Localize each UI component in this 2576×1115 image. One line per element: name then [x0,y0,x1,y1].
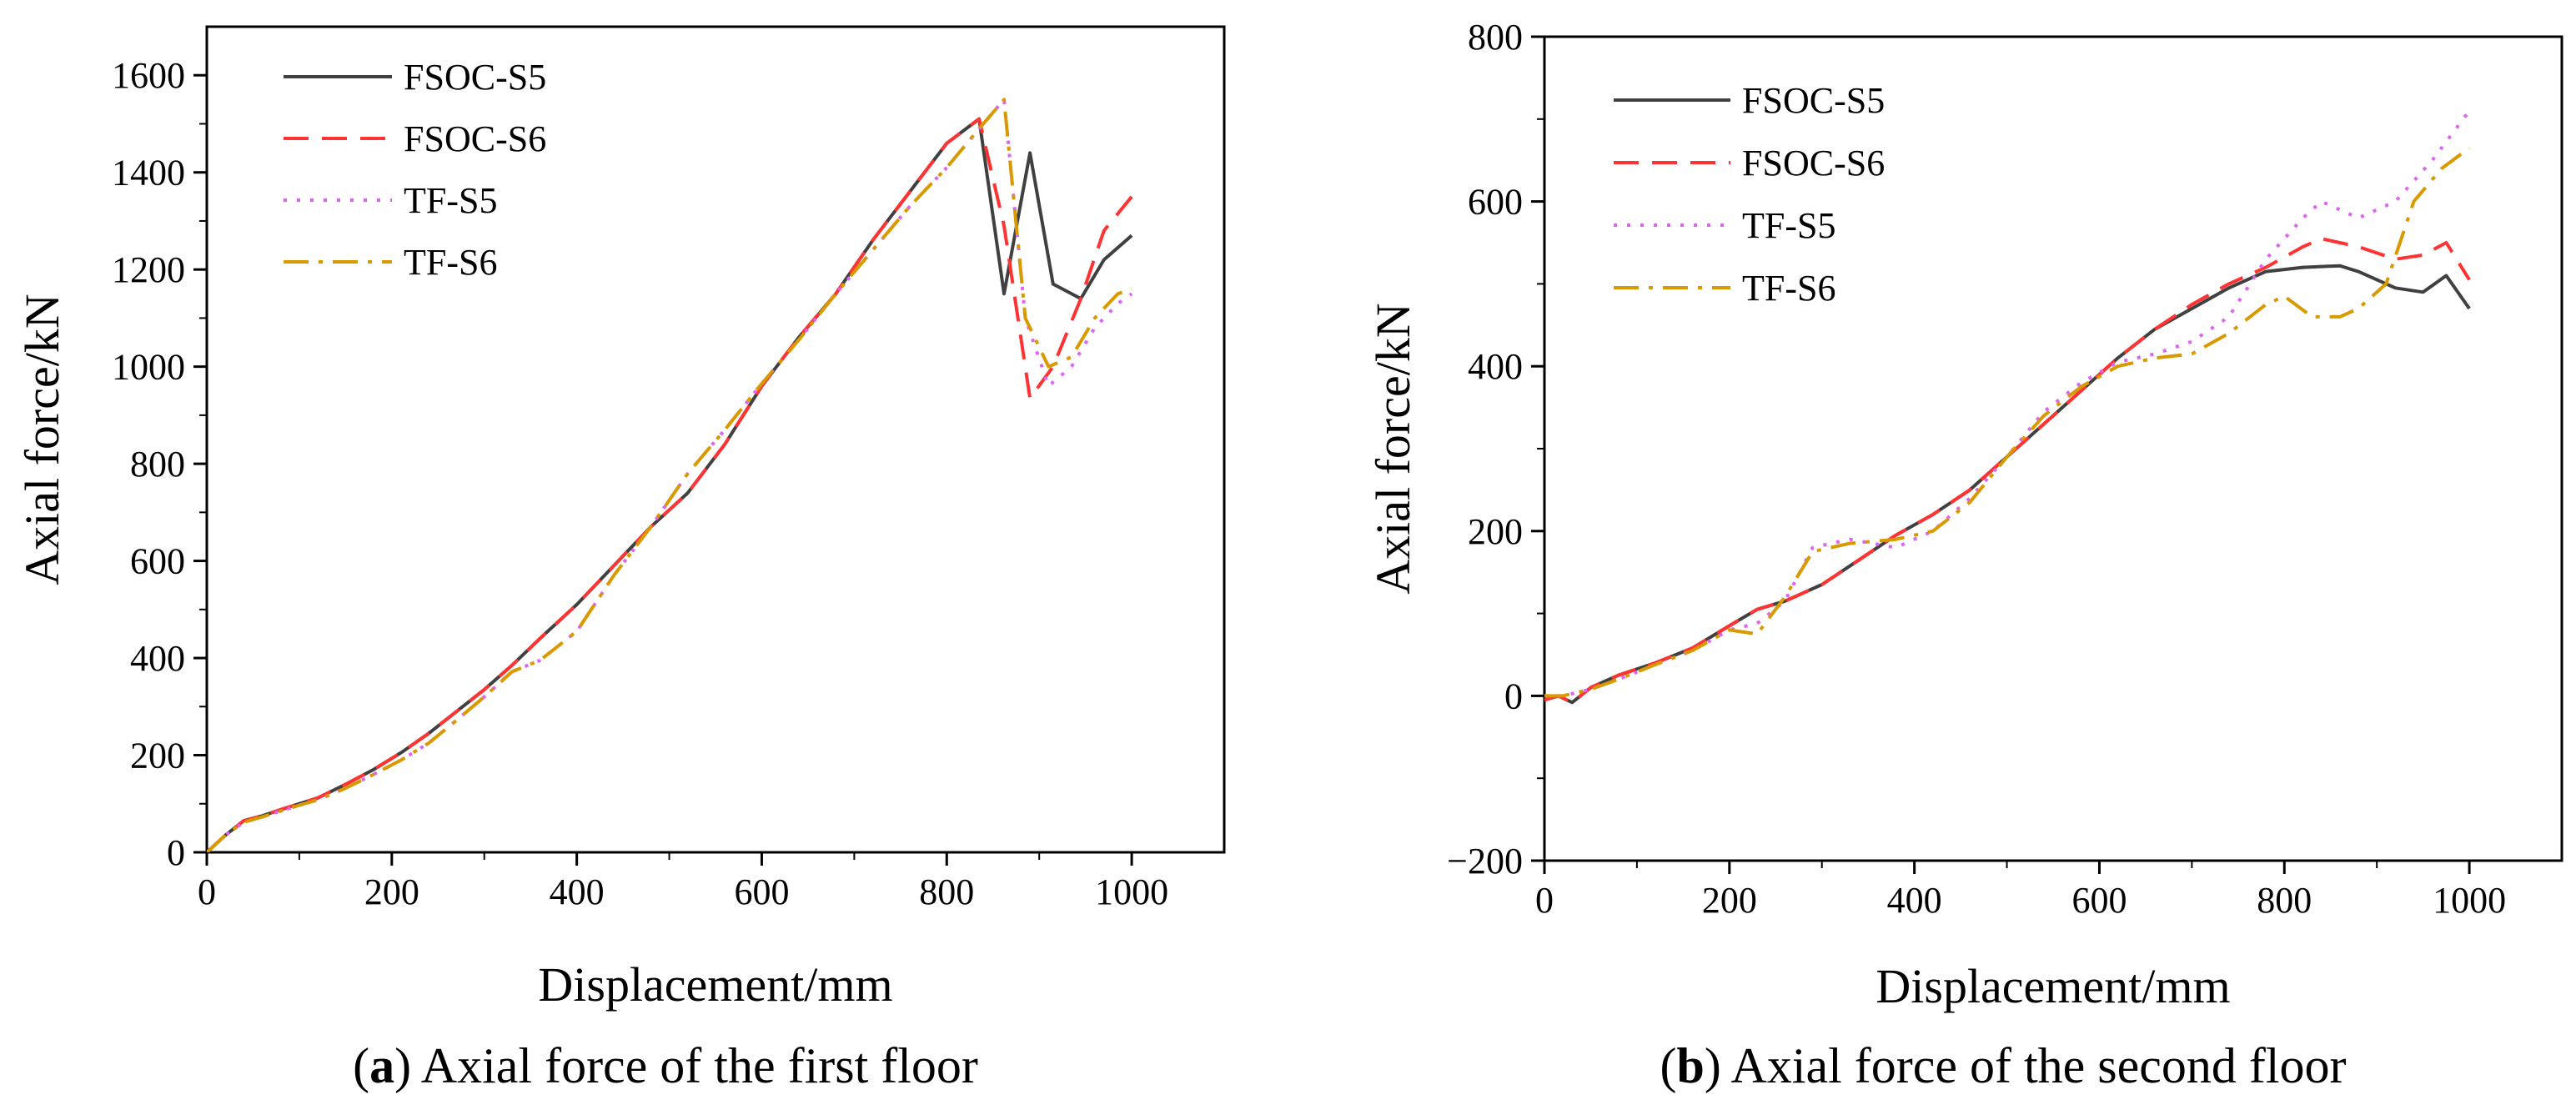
legend-label: FSOC-S6 [1742,143,1885,183]
y-tick-label: 400 [130,638,185,679]
x-tick-label: 0 [1535,880,1554,921]
series-line-fsoc-s6 [1544,237,2471,705]
x-tick-label: 600 [2071,880,2127,921]
legend-label: FSOC-S6 [404,118,546,159]
series-line-fsoc-s6 [207,117,1133,852]
y-tick-label: 1600 [112,55,185,96]
legend-label: TF-S5 [1742,205,1835,246]
plot-frame [205,25,1226,854]
x-tick-label: 1000 [2433,880,2506,921]
series-line-fsoc-s5 [1544,264,2471,705]
y-tick-label: 200 [1468,511,1523,552]
panel-caption: (b) Axial force of the second floor [1660,1038,2346,1093]
caption-letter: a [369,1038,394,1093]
series-line-tf-s6 [207,98,1132,852]
y-tick-label: 600 [1468,182,1523,223]
y-tick-label: 200 [130,736,185,776]
panel-caption: (a) Axial force of the first floor [353,1038,978,1093]
x-tick-label: 400 [1887,880,1942,921]
x-tick-label: 600 [734,871,789,912]
legend-label: TF-S6 [404,242,497,283]
legend-label: TF-S5 [404,180,497,221]
legend-label: FSOC-S5 [1742,80,1885,121]
x-tick-label: 800 [919,871,974,912]
series-line-fsoc-s5 [207,117,1133,852]
panel-b-chart: 0 200 400 600 800 1000 −200 0 200 400 600 800 Displa… [1366,17,2563,1093]
x-tick-label: 200 [1702,880,1757,921]
caption-text: Axial force of the first floor [411,1038,978,1093]
y-tick-label: 0 [167,832,185,873]
x-tick-label: 0 [198,871,216,912]
legend-label: FSOC-S5 [404,57,546,98]
x-tick-label: 800 [2257,880,2312,921]
legend-label: TF-S6 [1742,268,1835,309]
x-tick-label: 1000 [1095,871,1168,912]
y-axis-title: Axial force/kN [1366,303,1420,594]
y-tick-label: 800 [130,444,185,485]
x-axis-title: Displacement/mm [538,957,892,1012]
panel-a-chart: 0 200 400 600 800 1000 0 200 400 600 800 1000 1200 14… [15,25,1226,1093]
plot-frame [1543,35,2563,862]
x-tick-label: 400 [550,871,605,912]
y-tick-label: 1000 [112,347,185,388]
series-line-tf-s5 [207,98,1133,852]
y-tick-label: 1400 [112,153,185,193]
y-axis-title: Axial force/kN [15,294,69,585]
series-line-tf-s5 [1544,109,2471,698]
y-tick-label: 0 [1504,676,1523,716]
y-tick-label: 800 [1468,17,1523,58]
series-line-tf-s6 [1544,146,2471,698]
x-axis-title: Displacement/mm [1876,959,2230,1013]
caption-text: Axial force of the second floor [1721,1038,2347,1093]
y-tick-label: −200 [1447,841,1523,881]
caption-letter: b [1676,1038,1704,1093]
y-tick-label: 1200 [112,249,185,290]
x-tick-label: 200 [364,871,419,912]
y-tick-label: 400 [1468,346,1523,387]
y-tick-label: 600 [130,541,185,582]
